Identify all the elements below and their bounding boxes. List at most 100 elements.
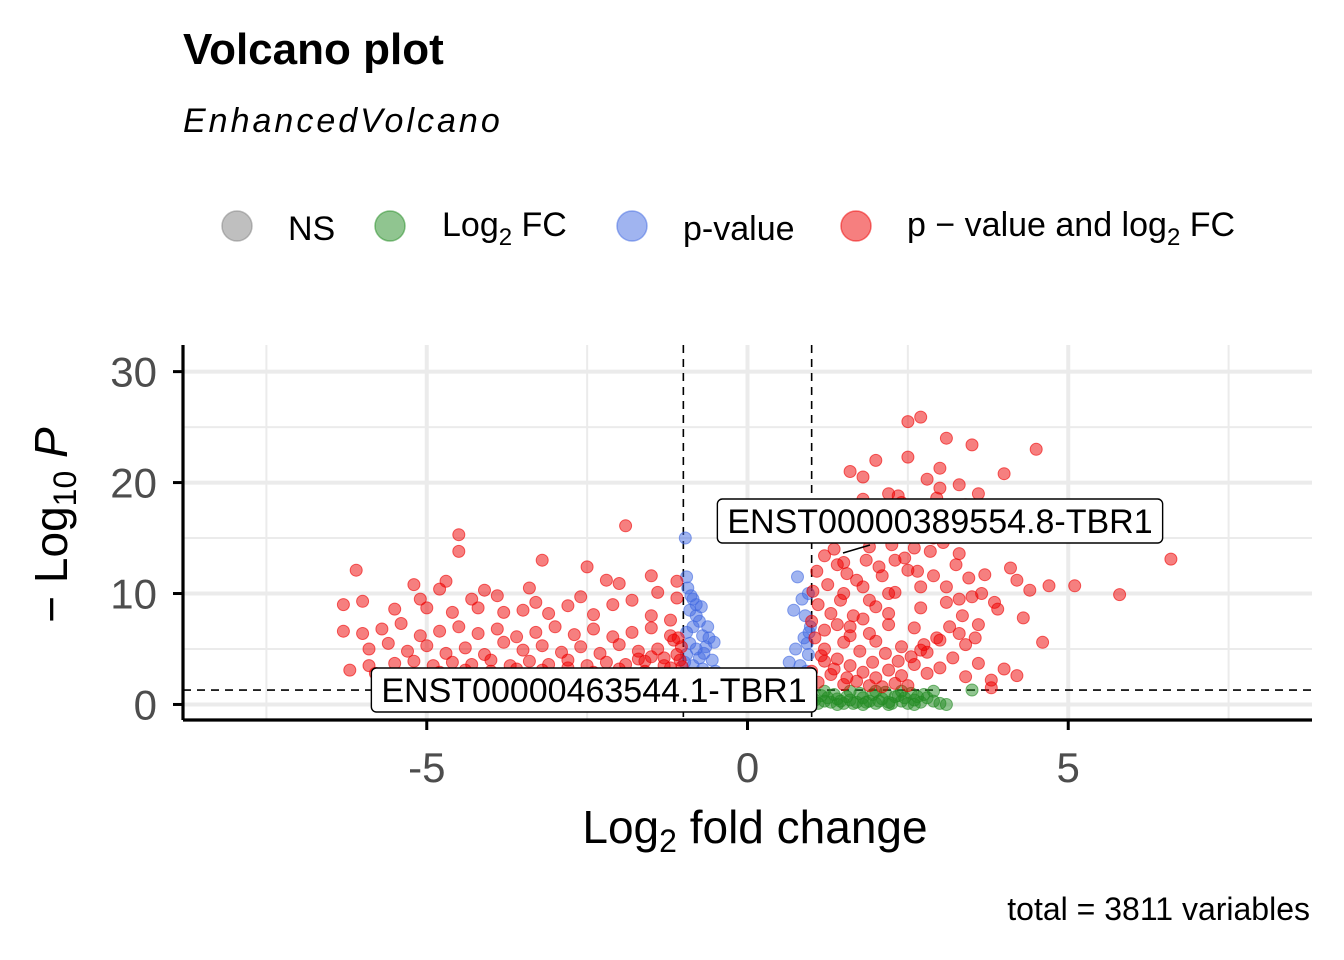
point-both (878, 646, 892, 660)
point-both (834, 593, 847, 607)
point-both (574, 640, 588, 654)
point-both (856, 665, 870, 679)
point-both (516, 643, 530, 657)
point-both (872, 560, 886, 574)
point-both (888, 676, 902, 690)
point-both (413, 592, 427, 606)
point-both (362, 659, 376, 673)
point-both (548, 620, 562, 634)
x-tick-label: 0 (736, 744, 759, 791)
point-both (968, 631, 982, 645)
point-both (362, 642, 376, 656)
point-fc (927, 684, 940, 698)
point-both (407, 578, 421, 592)
legend-item-p: p-value (616, 210, 795, 248)
point-both (490, 622, 504, 636)
point-both (1004, 561, 1017, 575)
point-p (791, 570, 804, 584)
point-both (522, 581, 536, 595)
point-both (856, 470, 870, 484)
point-both (939, 580, 953, 594)
point-both (891, 654, 905, 668)
point-both (901, 450, 915, 464)
x-tick-label: -5 (408, 744, 445, 791)
point-both (490, 589, 504, 603)
point-both (349, 563, 363, 577)
point-both (356, 594, 370, 608)
point-both (846, 609, 860, 623)
point-both (862, 627, 876, 640)
point-both (401, 644, 414, 658)
point-both (952, 547, 966, 561)
y-tick-label: 10 (110, 571, 157, 618)
point-both (856, 580, 870, 594)
point-both (1023, 583, 1037, 597)
legend-item-fc: Log2 FC (374, 206, 567, 251)
point-both (898, 551, 912, 565)
point-both (810, 564, 824, 578)
point-both (808, 631, 822, 645)
point-p (787, 603, 801, 617)
axes: -5 0 5 0 10 20 30 (110, 345, 1312, 791)
point-both (593, 646, 607, 660)
point-both (814, 649, 828, 663)
point-both (516, 603, 530, 617)
point-fc (907, 698, 921, 711)
point-both (529, 595, 543, 609)
point-both (869, 600, 883, 614)
point-both (433, 624, 447, 638)
point-fc (830, 698, 844, 711)
point-both (670, 591, 684, 605)
point-both (420, 639, 434, 653)
point-both (830, 558, 844, 572)
point-both (811, 598, 825, 612)
point-both (840, 671, 854, 685)
point-both (901, 415, 915, 429)
point-both (952, 592, 966, 606)
point-both (336, 624, 350, 638)
legend-key-p (616, 210, 648, 242)
point-both (471, 627, 485, 640)
point-fc (965, 683, 979, 697)
point-both (933, 461, 947, 475)
point-fc (882, 698, 896, 711)
point-both (824, 607, 838, 620)
point-both (657, 651, 671, 665)
y-tick-label: 20 (110, 460, 157, 507)
point-both (644, 609, 658, 623)
chart-caption: total = 3811 variables (1007, 891, 1310, 927)
y-axis-title: − Log10 P (25, 427, 83, 623)
point-both (952, 478, 966, 492)
point-both (830, 618, 844, 632)
point-both (529, 625, 543, 639)
point-both (923, 544, 937, 558)
point-both (644, 569, 658, 583)
point-both (840, 567, 854, 581)
point-both (984, 681, 998, 695)
point-both (452, 544, 466, 558)
point-both (805, 614, 819, 628)
point-both (914, 410, 928, 424)
point-both (599, 655, 613, 669)
point-both (612, 577, 626, 590)
point-both (862, 679, 876, 693)
point-both (907, 621, 921, 635)
point-both (907, 541, 921, 555)
point-both (407, 654, 421, 668)
point-both (667, 633, 681, 647)
point-both (843, 620, 857, 634)
point-both (952, 627, 966, 640)
chart-title: Volcano plot (183, 25, 444, 74)
legend-item-ns: NS (221, 210, 335, 248)
point-both (561, 599, 575, 613)
point-both (917, 638, 931, 652)
point-both (478, 583, 491, 597)
y-tick-label: 0 (134, 681, 157, 728)
point-both (510, 630, 524, 644)
point-both (413, 629, 427, 643)
point-label: ENST00000463544.1-TBR1 (370, 667, 818, 713)
point-label: ENST00000389554.8-TBR1 (716, 498, 1164, 554)
point-labels: ENST00000389554.8-TBR1 ENST00000463544.1-… (370, 498, 1164, 713)
point-both (911, 564, 924, 578)
